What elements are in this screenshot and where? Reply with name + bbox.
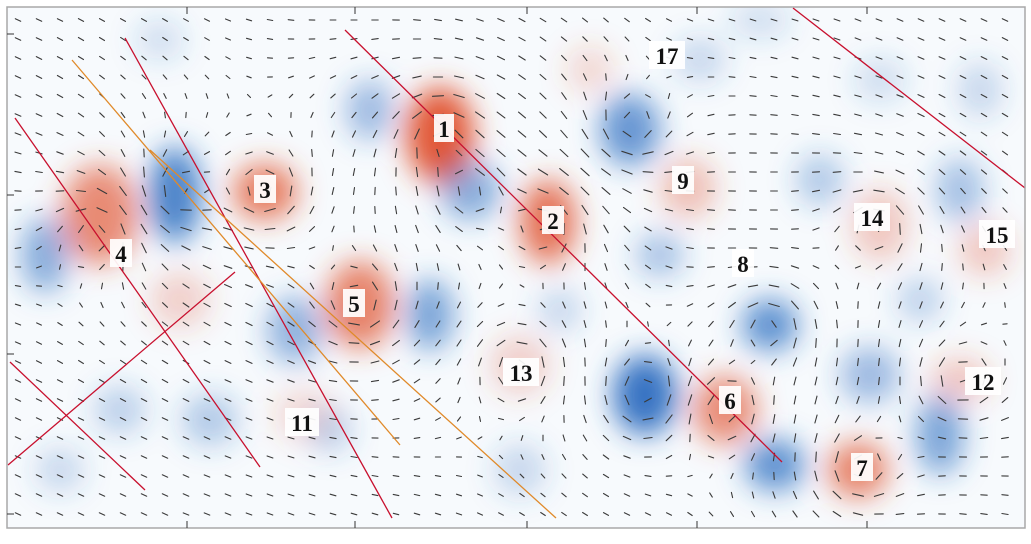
svg-text:5: 5 xyxy=(348,292,360,317)
vorticity-blob-20 xyxy=(745,439,805,491)
velocity-vector-939 xyxy=(564,377,565,386)
velocity-vector-693 xyxy=(438,283,439,290)
velocity-vector-405 xyxy=(438,168,439,177)
vorticity-blob-32 xyxy=(94,386,146,434)
velocity-vector-116 xyxy=(413,58,421,59)
vorticity-blob-26 xyxy=(840,347,900,403)
vortex-label-1: 1 xyxy=(434,114,454,142)
velocity-vector-847 xyxy=(645,343,650,344)
vorticity-blob-21 xyxy=(742,299,798,351)
velocity-vector-1122 xyxy=(372,457,378,458)
vortex-label-17: 17 xyxy=(649,41,685,69)
vortex-label-12: 12 xyxy=(965,367,1001,395)
vorticity-blob-40 xyxy=(36,448,84,492)
velocity-vector-470 xyxy=(792,191,799,192)
velocity-vector-941 xyxy=(606,377,607,386)
svg-text:1: 1 xyxy=(438,117,450,142)
velocity-vector-621 xyxy=(942,244,943,251)
svg-text:17: 17 xyxy=(656,44,679,69)
vorticity-blob-25 xyxy=(346,80,394,140)
velocity-vector-613 xyxy=(770,248,777,249)
velocity-vector-978 xyxy=(372,400,379,401)
vortex-label-2: 2 xyxy=(542,206,564,234)
svg-text:8: 8 xyxy=(737,252,749,277)
vortex-label-14: 14 xyxy=(854,203,890,231)
velocity-vector-833 xyxy=(349,343,359,344)
velocity-vector-179 xyxy=(729,77,735,78)
velocity-vector-670 xyxy=(963,264,964,270)
vorticity-blob-33 xyxy=(494,444,546,496)
svg-text:6: 6 xyxy=(724,389,736,414)
vortex-label-11: 11 xyxy=(285,408,319,436)
velocity-vector-14 xyxy=(288,20,294,21)
velocity-vector-1143 xyxy=(816,452,817,462)
vortex-label-8: 8 xyxy=(732,249,754,277)
velocity-vector-173 xyxy=(606,74,607,80)
svg-text:11: 11 xyxy=(291,411,313,436)
velocity-vector-571 xyxy=(900,224,901,235)
vorticity-blob-17 xyxy=(440,160,500,220)
velocity-vector-228 xyxy=(750,96,756,97)
vorticity-blob-13 xyxy=(566,46,614,94)
vortex-label-15: 15 xyxy=(979,220,1015,248)
svg-text:12: 12 xyxy=(972,370,995,395)
svg-text:7: 7 xyxy=(856,456,868,481)
vortex-label-7: 7 xyxy=(851,453,873,481)
velocity-vector-213 xyxy=(433,96,444,97)
velocity-vector-855 xyxy=(816,339,817,348)
vortex-label-4: 4 xyxy=(110,239,132,267)
svg-text:2: 2 xyxy=(547,209,559,234)
svg-text:15: 15 xyxy=(986,223,1009,248)
velocity-vector-20 xyxy=(414,20,421,21)
vorticity-blob-29 xyxy=(796,154,844,206)
velocity-vector-768 xyxy=(1005,303,1006,308)
velocity-vector-64 xyxy=(330,39,336,40)
velocity-vector-451 xyxy=(396,187,397,195)
svg-text:9: 9 xyxy=(677,169,689,194)
svg-text:14: 14 xyxy=(861,206,885,231)
vorticity-blob-41 xyxy=(898,278,942,322)
svg-text:13: 13 xyxy=(510,361,533,386)
velocity-vector-351 xyxy=(312,150,313,157)
vorticity-blob-22 xyxy=(406,279,454,351)
vorticity-blob-39 xyxy=(136,20,184,60)
svg-text:3: 3 xyxy=(259,178,271,203)
vorticity-blob-23 xyxy=(267,296,323,364)
velocity-vector-277 xyxy=(771,115,777,116)
velocity-vector-1248 xyxy=(1002,495,1008,496)
vorticity-blob-19 xyxy=(613,355,677,435)
velocity-vector-424 xyxy=(833,172,841,173)
velocity-vector-518 xyxy=(792,210,799,211)
velocity-vector-1294 xyxy=(960,514,966,515)
velocity-vector-669 xyxy=(942,264,943,271)
vorticity-blob-31 xyxy=(636,233,684,277)
vorticity-blob-24 xyxy=(21,217,69,293)
velocity-vector-562 xyxy=(708,229,715,230)
velocity-vector-326 xyxy=(792,134,799,135)
velocity-vector-415 xyxy=(643,172,653,173)
vortex-label-9: 9 xyxy=(672,166,694,194)
vortex-label-6: 6 xyxy=(719,386,741,414)
vorticity-blob-38 xyxy=(958,62,1002,118)
vortex-label-5: 5 xyxy=(343,289,365,317)
vortex-label-3: 3 xyxy=(254,175,276,203)
velocity-vector-514 xyxy=(708,210,715,211)
svg-text:4: 4 xyxy=(115,242,127,267)
velocity-vector-997 xyxy=(774,396,775,405)
vortex-label-13: 13 xyxy=(503,358,539,386)
velocity-vector-845 xyxy=(606,340,607,347)
velocity-vector-658 xyxy=(708,267,715,268)
vorticity-blob-27 xyxy=(916,395,964,475)
